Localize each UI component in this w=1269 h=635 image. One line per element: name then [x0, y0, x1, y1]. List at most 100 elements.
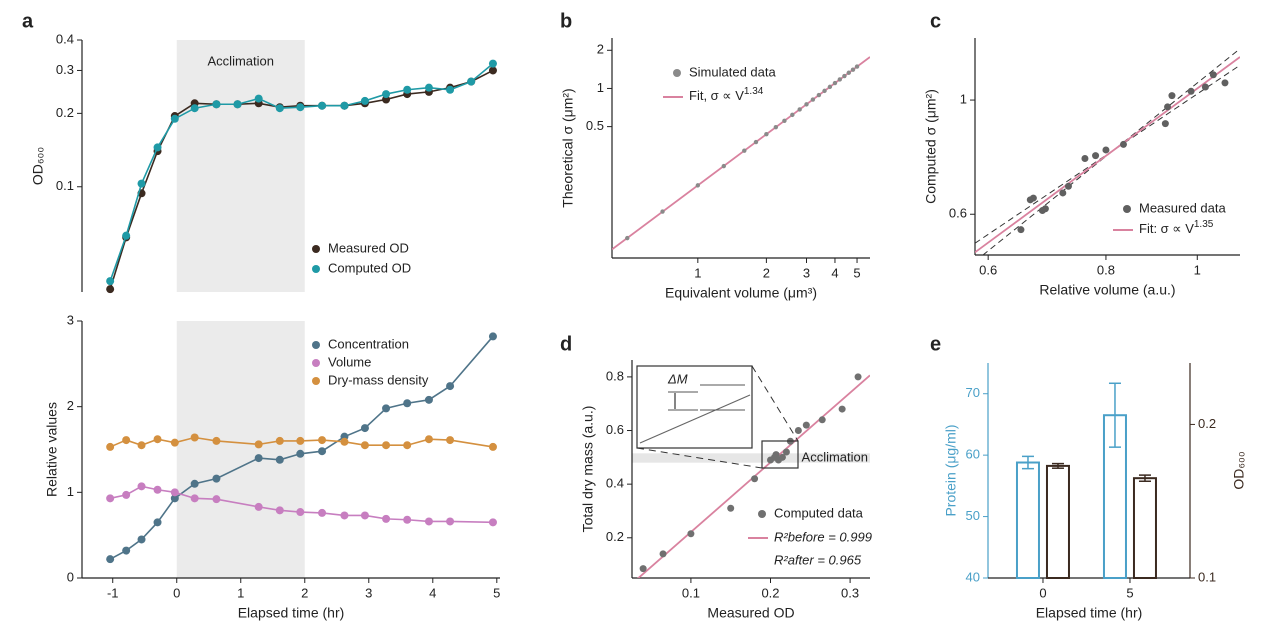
point: [153, 435, 162, 444]
x-tick-label: 0: [173, 585, 180, 600]
point: [446, 85, 455, 94]
point: [742, 148, 747, 153]
point: [153, 143, 162, 152]
y-axis-label: Protein (μg/ml): [943, 424, 959, 516]
x-tick-label: 3: [803, 265, 810, 280]
fit-line: [637, 374, 870, 578]
point: [854, 373, 862, 381]
error-bar: [1051, 462, 1064, 469]
point: [695, 183, 701, 188]
point: [360, 511, 369, 520]
y-axis-label: Total dry mass (a.u.): [580, 406, 596, 533]
point: [446, 382, 455, 391]
legend-marker: [312, 341, 320, 349]
point: [233, 100, 242, 109]
legend-marker: [312, 245, 320, 253]
point: [850, 67, 856, 72]
point: [659, 550, 667, 558]
zoom-link: [751, 365, 799, 442]
point: [190, 433, 199, 442]
fit-line: [975, 56, 1240, 254]
point: [275, 455, 284, 464]
error-bar: [1021, 455, 1034, 470]
x-tick-label: 0.2: [761, 585, 779, 600]
point: [212, 100, 221, 109]
point: [838, 405, 846, 413]
legend-label: Computed OD: [328, 260, 411, 275]
point: [1064, 182, 1072, 190]
y-tick-label: 1: [597, 80, 604, 95]
point: [403, 399, 412, 408]
point: [137, 535, 146, 544]
shade: [632, 453, 870, 463]
point: [318, 436, 327, 445]
point: [137, 441, 146, 450]
point: [254, 454, 263, 463]
fit-exponent: 1.34: [744, 86, 764, 97]
point: [797, 107, 802, 112]
point: [827, 84, 833, 90]
fit-label: Fit, σ ∝ V: [689, 88, 744, 103]
x-tick-label: 4: [831, 265, 838, 280]
point: [360, 424, 369, 433]
zoom-box: [761, 440, 799, 469]
shade-label: Acclimation: [802, 449, 868, 464]
point: [170, 438, 179, 447]
point: [190, 479, 199, 488]
y-tick-label: 0.5: [586, 118, 604, 133]
point: [1102, 146, 1110, 154]
bar: [1132, 477, 1157, 579]
legend-label: Computed data: [774, 505, 864, 520]
x-tick-label: 1: [237, 585, 244, 600]
point: [403, 515, 412, 524]
y-axis-label: OD₆₀₀: [30, 147, 46, 185]
point: [782, 448, 790, 456]
point: [782, 118, 787, 123]
legend-label: Volume: [328, 354, 371, 369]
point: [778, 453, 786, 461]
point: [1209, 71, 1217, 79]
point: [106, 442, 115, 451]
y-tick-label: 70: [966, 385, 980, 400]
point: [1029, 194, 1037, 202]
point: [212, 436, 221, 445]
x-tick-label: -1: [107, 585, 119, 600]
panel-label: a: [22, 10, 34, 32]
y-axis-label: Theoretical σ (μm²): [560, 88, 576, 207]
point: [1164, 103, 1172, 111]
legend-label: Fit, σ ∝ V1.34: [689, 86, 764, 104]
x-axis-label: Elapsed time (hr): [1036, 605, 1143, 621]
x-tick-label: 2: [301, 585, 308, 600]
point: [212, 474, 221, 483]
legend-marker: [1123, 205, 1131, 213]
point: [275, 506, 284, 515]
y-tick-label: 0.8: [606, 368, 624, 383]
bar: [1015, 461, 1040, 579]
panel-label: b: [560, 10, 572, 32]
x-tick-label: 0.3: [841, 585, 859, 600]
x-tick-label: 5: [493, 585, 500, 600]
point: [296, 449, 305, 458]
y-tick-label: 0.6: [606, 422, 624, 437]
point: [810, 97, 816, 102]
point: [1059, 189, 1067, 197]
point: [122, 490, 131, 499]
point: [1081, 154, 1089, 162]
x-tick-label: 5: [1126, 585, 1133, 600]
point: [822, 88, 827, 94]
point: [382, 90, 391, 99]
point: [137, 179, 146, 188]
point: [122, 546, 131, 555]
point: [818, 416, 826, 424]
y-axis-label: Relative values: [44, 402, 60, 497]
point: [488, 59, 497, 68]
point: [837, 77, 842, 82]
legend-label: Measured OD: [328, 240, 409, 255]
point: [625, 235, 630, 241]
point: [721, 163, 726, 169]
point: [296, 103, 305, 112]
point: [403, 85, 412, 94]
point: [1119, 140, 1127, 148]
point: [764, 131, 769, 137]
y-tick-label: 0.2: [56, 105, 74, 120]
